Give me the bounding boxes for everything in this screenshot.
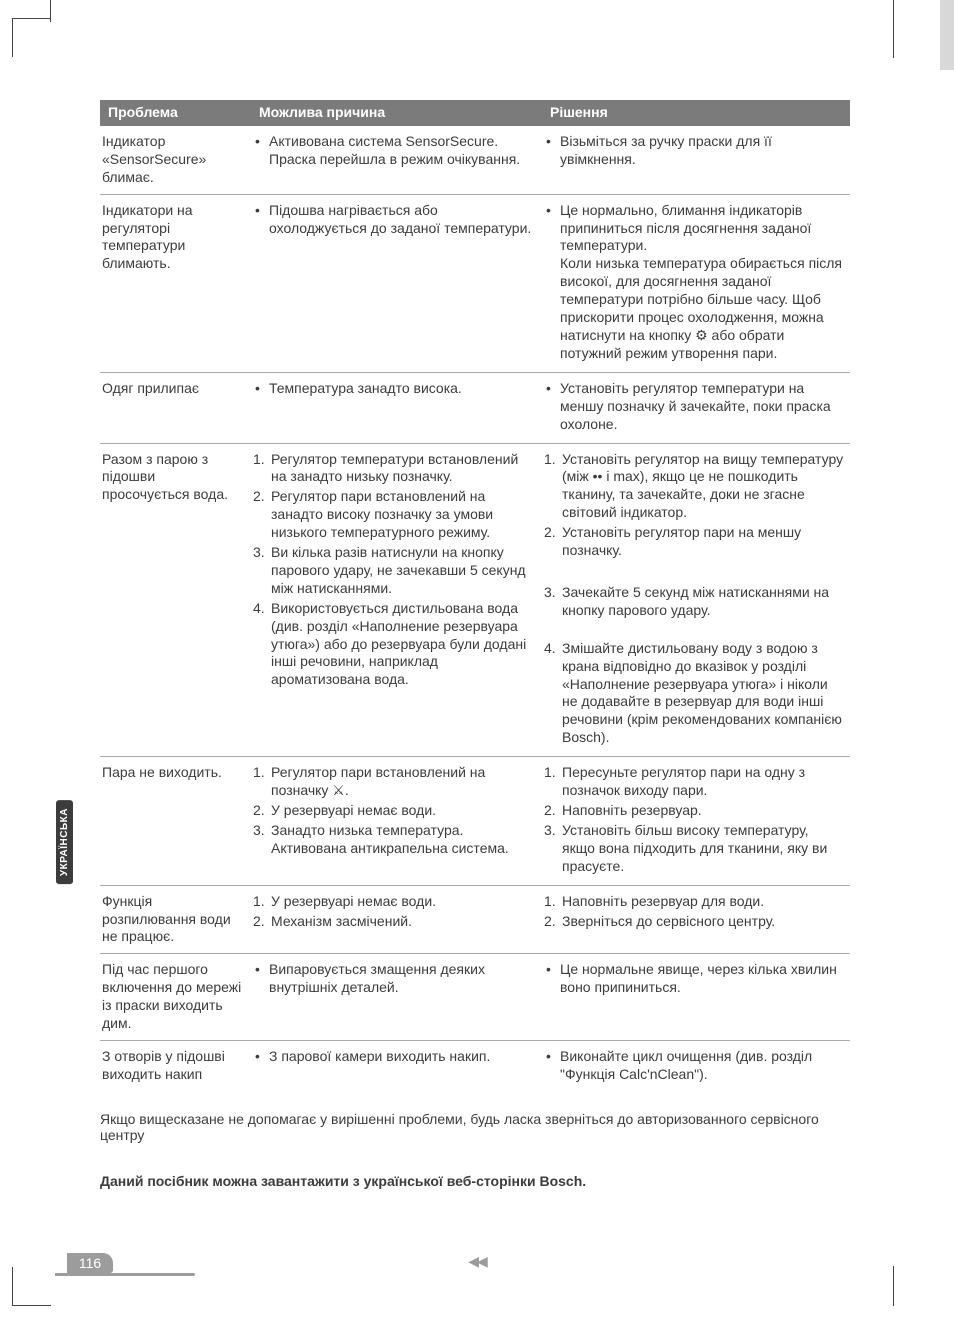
cause-bullet: Підошва нагрівається або охолоджується д… (253, 202, 536, 238)
solution-cell: 1.Пересуньте регулятор пари на одну з по… (542, 757, 850, 885)
solution-item: 2.Наповніть резервуар. (544, 802, 844, 820)
solution-item: 3.Зачекайте 5 секунд між натисканнями на… (544, 584, 844, 620)
cause-bullet: З парової камери виходить накип. (253, 1048, 536, 1066)
page-content: Проблема Можлива причина Рішення Індикат… (100, 100, 850, 1189)
cause-bullet: Активована система SensorSecure. Праска … (253, 133, 536, 169)
page-number-bar (55, 1273, 195, 1276)
solution-cell: Візьміться за ручку праски для її увімкн… (542, 126, 850, 194)
solution-bullet: Виконайте цикл очищення (див. розділ "Фу… (544, 1048, 844, 1084)
scroll-shadow (940, 0, 954, 70)
header-cause: Можлива причина (251, 100, 542, 126)
table-row: З отворів у підошві виходить накипЗ паро… (100, 1040, 850, 1092)
cause-cell: Активована система SensorSecure. Праска … (251, 126, 542, 194)
table-row: Індикатори на регуляторі температури бли… (100, 194, 850, 372)
solution-cell: Установіть регулятор температури на менш… (542, 372, 850, 443)
cause-cell: З парової камери виходить накип. (251, 1040, 542, 1092)
cause-item: 2.У резервуарі немає води. (253, 802, 536, 820)
problem-cell: Індикатор «SensorSecure» блимає. (100, 126, 251, 194)
solution-bullet: Візьміться за ручку праски для її увімкн… (544, 133, 844, 169)
solution-bullet: Це нормальне явище, через кілька хвилин … (544, 961, 844, 997)
crop-mark-tl (12, 18, 51, 57)
problem-cell: Під час першого включення до мережі із п… (100, 954, 251, 1041)
cause-item: 1.Регулятор температури встановлений на … (253, 451, 536, 487)
crop-mark-r2 (893, 1266, 894, 1306)
solution-cell: Це нормальне явище, через кілька хвилин … (542, 954, 850, 1041)
solution-item: 1.Наповніть резервуар для води. (544, 893, 844, 911)
page-number: 116 (67, 1253, 113, 1273)
cause-cell: 1.Регулятор пари встановлений на позначк… (251, 757, 542, 885)
table-row: Функція розпилювання води не працює.1.У … (100, 885, 850, 954)
solution-cell: 1.Установіть регулятор на вищу температу… (542, 443, 850, 757)
problem-cell: Разом з парою з підошви просочується вод… (100, 443, 251, 757)
solution-cell: Це нормально, блимання індикаторів припи… (542, 194, 850, 372)
table-row: Одяг прилипаєТемпература занадто висока.… (100, 372, 850, 443)
troubleshooting-table: Проблема Можлива причина Рішення Індикат… (100, 100, 850, 1093)
solution-item: 2.Установіть регулятор пари на меншу поз… (544, 524, 844, 560)
solution-bullet: Це нормально, блимання індикаторів припи… (544, 202, 844, 363)
download-note: Даний посібник можна завантажити з украї… (100, 1173, 850, 1189)
problem-cell: Пара не виходить. (100, 757, 251, 885)
cause-cell: Випаровується змащення деяких внутрішніх… (251, 954, 542, 1041)
solution-cell: 1.Наповніть резервуар для води. 2.Зверніт… (542, 885, 850, 954)
solution-item: 3.Установіть більш високу температуру, я… (544, 822, 844, 876)
table-row: Під час першого включення до мережі із п… (100, 954, 850, 1041)
table-row: Разом з парою з підошви просочується вод… (100, 443, 850, 757)
solution-item: 2.Зверніться до сервісного центру. (544, 913, 844, 931)
cause-cell: 1.Регулятор температури встановлений на … (251, 443, 542, 757)
language-tab: УКРАЇНСЬКА (56, 800, 73, 884)
solution-cell: Виконайте цикл очищення (див. розділ "Фу… (542, 1040, 850, 1092)
cause-item: 1.У резервуарі немає води. (253, 893, 536, 911)
page-number-block: 116 (55, 1253, 125, 1273)
solution-item: 4.Змішайте дистильовану воду з водою з к… (544, 640, 844, 747)
problem-cell: З отворів у підошві виходить накип (100, 1040, 251, 1092)
table-header-row: Проблема Можлива причина Рішення (100, 100, 850, 126)
problem-cell: Одяг прилипає (100, 372, 251, 443)
header-solution: Рішення (542, 100, 850, 126)
table-row: Пара не виходить.1.Регулятор пари встано… (100, 757, 850, 885)
crop-mark-l (50, 0, 51, 22)
cause-item: 3.Занадто низька температура. Активована… (253, 822, 536, 858)
footer-note: Якщо вищесказане не допомагає у вирішенн… (100, 1111, 850, 1143)
crop-mark-r (893, 0, 894, 58)
crop-mark-bl (12, 1267, 51, 1306)
header-problem: Проблема (100, 100, 251, 126)
table-row: Індикатор «SensorSecure» блимає.Активова… (100, 126, 850, 194)
cause-item: 3.Ви кілька разів натиснули на кнопку па… (253, 544, 536, 598)
solution-item: 1.Пересуньте регулятор пари на одну з по… (544, 764, 844, 800)
cause-item: 2.Регулятор пари встановлений на занадто… (253, 488, 536, 542)
cause-bullet: Температура занадто висока. (253, 380, 536, 398)
solution-bullet: Установіть регулятор температури на менш… (544, 380, 844, 434)
solution-item: 1.Установіть регулятор на вищу температу… (544, 451, 844, 523)
cause-item: 1.Регулятор пари встановлений на позначк… (253, 764, 536, 800)
cause-cell: 1.У резервуарі немає води. 2.Механізм зас… (251, 885, 542, 954)
nav-arrows-icon: ◀◀ (468, 1253, 486, 1270)
problem-cell: Функція розпилювання води не працює. (100, 885, 251, 954)
cause-item: 4.Використовується дистильована вода (ди… (253, 600, 536, 690)
problem-cell: Індикатори на регуляторі температури бли… (100, 194, 251, 372)
cause-item: 2.Механізм засмічений. (253, 913, 536, 931)
cause-cell: Підошва нагрівається або охолоджується д… (251, 194, 542, 372)
cause-bullet: Випаровується змащення деяких внутрішніх… (253, 961, 536, 997)
cause-cell: Температура занадто висока. (251, 372, 542, 443)
